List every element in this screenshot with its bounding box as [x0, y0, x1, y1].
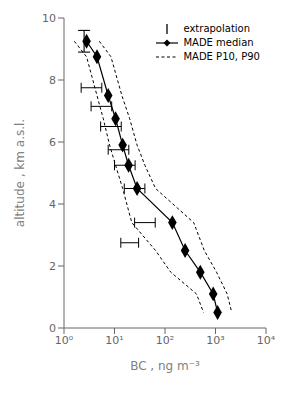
svg-text:10⁰: 10⁰	[55, 334, 74, 347]
html-text:MADE P10, P90: MADE P10, P90	[183, 51, 260, 62]
html-text:extrapolation: extrapolation	[183, 23, 250, 34]
svg-text:8: 8	[49, 74, 56, 87]
svg-text:10⁴: 10⁴	[257, 334, 276, 347]
svg-text:4: 4	[49, 198, 56, 211]
svg-text:6: 6	[49, 136, 56, 149]
svg-text:altitude , km a.s.l.: altitude , km a.s.l.	[13, 119, 27, 227]
html-text:MADE median: MADE median	[183, 37, 254, 48]
svg-text:10: 10	[42, 12, 56, 25]
svg-text:10¹: 10¹	[105, 334, 123, 347]
svg-text:10³: 10³	[206, 334, 224, 347]
svg-text:0: 0	[49, 322, 56, 335]
svg-text:10²: 10²	[156, 334, 174, 347]
svg-text:2: 2	[49, 260, 56, 273]
svg-text:BC , ng m⁻³: BC , ng m⁻³	[130, 359, 200, 373]
